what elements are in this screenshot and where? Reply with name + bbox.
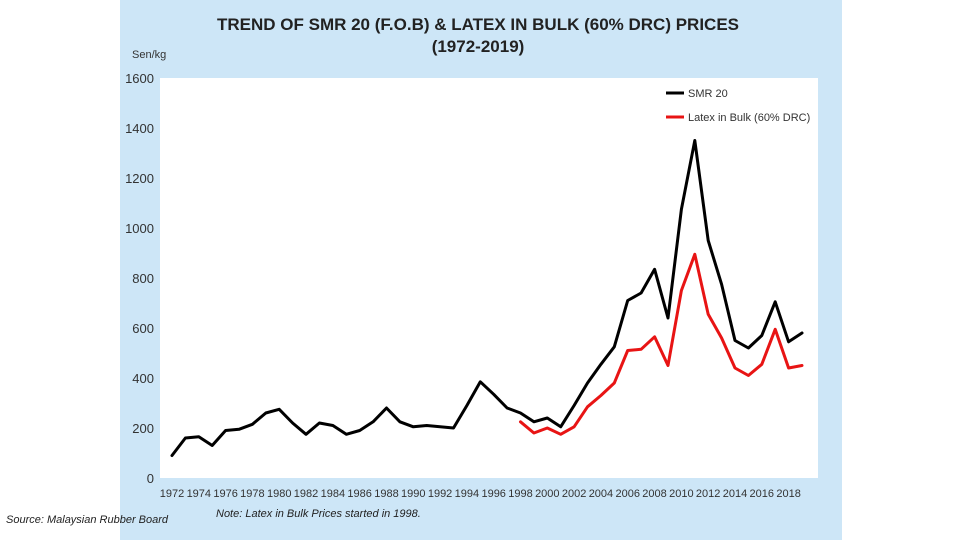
x-tick-label: 1992 <box>428 488 452 500</box>
y-tick-label: 1000 <box>125 221 154 236</box>
x-tick-label: 2004 <box>589 488 613 500</box>
x-tick-label: 1974 <box>187 488 211 500</box>
x-tick-label: 2006 <box>616 488 640 500</box>
x-tick-label: 1996 <box>481 488 505 500</box>
x-tick-label: 2008 <box>642 488 666 500</box>
x-tick-label: 1982 <box>294 488 318 500</box>
y-tick-label: 1600 <box>125 71 154 86</box>
chart-title: TREND OF SMR 20 (F.O.B) & LATEX IN BULK … <box>217 15 739 34</box>
x-tick-label: 1990 <box>401 488 425 500</box>
x-tick-label: 1988 <box>374 488 398 500</box>
y-tick-label: 800 <box>132 271 154 286</box>
footnote: Note: Latex in Bulk Prices started in 19… <box>216 508 421 520</box>
x-tick-label: 2016 <box>750 488 774 500</box>
x-tick-label: 1978 <box>240 488 264 500</box>
y-tick-label: 600 <box>132 321 154 336</box>
x-tick-label: 2002 <box>562 488 586 500</box>
line-chart: TREND OF SMR 20 (F.O.B) & LATEX IN BULK … <box>125 15 818 500</box>
x-tick-label: 2014 <box>723 488 747 500</box>
x-tick-label: 1972 <box>160 488 184 500</box>
x-tick-label: 2000 <box>535 488 559 500</box>
legend-label: Latex in Bulk (60% DRC) <box>688 112 810 124</box>
x-tick-label: 2010 <box>669 488 693 500</box>
y-tick-label: 1200 <box>125 171 154 186</box>
chart-panel: TREND OF SMR 20 (F.O.B) & LATEX IN BULK … <box>120 0 842 540</box>
y-tick-label: 400 <box>132 371 154 386</box>
y-tick-label: 0 <box>147 471 154 486</box>
y-tick-label: 200 <box>132 421 154 436</box>
x-tick-label: 1976 <box>213 488 237 500</box>
chart-subtitle: (1972-2019) <box>432 37 525 56</box>
legend-label: SMR 20 <box>688 88 728 100</box>
x-tick-label: 2018 <box>776 488 800 500</box>
x-tick-label: 1980 <box>267 488 291 500</box>
y-tick-label: 1400 <box>125 121 154 136</box>
x-tick-label: 1994 <box>455 488 479 500</box>
x-tick-label: 2012 <box>696 488 720 500</box>
y-axis-ticks: 0 200 400 600 800 1000 1200 1400 1600 <box>125 71 154 486</box>
y-axis-unit-label: Sen/kg <box>132 49 166 61</box>
series-line-latex-in-bulk <box>519 252 804 436</box>
x-axis-ticks: 1972 1974 1976 1978 1980 1982 1984 1986 1988 1990… <box>160 488 801 500</box>
x-tick-label: 1984 <box>321 488 345 500</box>
source-note: Source: Malaysian Rubber Board <box>6 514 169 526</box>
series-lines <box>170 139 804 457</box>
series-line-smr20 <box>170 139 804 457</box>
x-tick-label: 1986 <box>347 488 371 500</box>
x-tick-label: 1998 <box>508 488 532 500</box>
chart-legend: SMR 20 Latex in Bulk (60% DRC) <box>666 88 810 124</box>
